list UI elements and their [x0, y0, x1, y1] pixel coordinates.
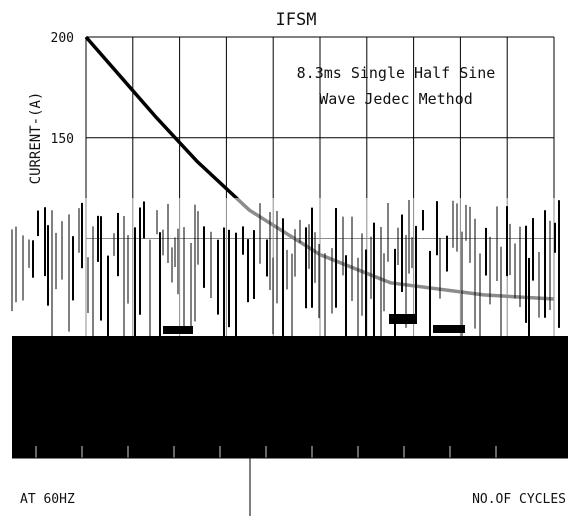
glitch-region [0, 198, 574, 458]
glitch-fragment [389, 314, 417, 324]
glitch-fragment [433, 325, 465, 333]
y-tick-labels: 200 150 [51, 31, 74, 147]
footer-right-label: NO.OF CYCLES [472, 492, 566, 507]
annotation-line-2: Wave Jedec Method [319, 90, 473, 108]
glitch-block [12, 336, 568, 458]
y-axis-label: CURRENT-(A) [28, 92, 44, 185]
chart-title: IFSM [276, 10, 317, 30]
footer-left-label: AT 60HZ [20, 492, 75, 507]
y-tick-label: 150 [51, 132, 74, 147]
y-tick-label: 200 [51, 31, 74, 46]
annotation-line-1: 8.3ms Single Half Sine [297, 64, 496, 82]
glitch-fragment [163, 326, 193, 334]
